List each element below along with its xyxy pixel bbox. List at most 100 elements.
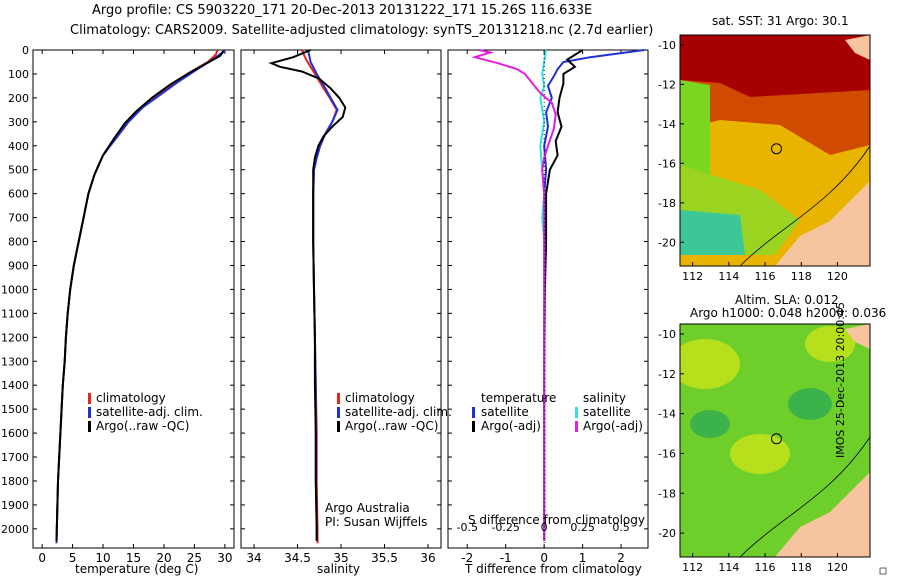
salinity-profile-xtick-label: 34 [246,551,261,565]
depth-tick-label: 500 [8,164,29,177]
depth-tick-label: 1600 [1,427,29,440]
temp-legend-swatch-argo [88,421,91,432]
sst-map-ytick-label: -10 [658,39,676,52]
difference-profile-xtick-label: 1 [579,551,587,565]
argo-australia-label: Argo Australia [325,501,410,515]
depth-tick-label: 1400 [1,379,29,392]
diff-legend-s-satellite: satellite [583,405,631,419]
sla-map-profile-marker [771,433,783,445]
series-s-argo-adj- [471,49,557,541]
sla-map-ytick-label: -10 [658,328,676,341]
sla-map-field [680,324,870,557]
sal-legend-satellite: satellite-adj. clim. [345,405,452,419]
salinity-profile-frame [240,49,442,549]
series-argo-raw-qc- [55,50,225,541]
temperature-profile-xtick-label: 0 [38,551,46,565]
sst-land-ne [845,35,870,60]
depth-tick-label: 700 [8,212,29,225]
temp-legend-satellite: satellite-adj. clim. [96,405,203,419]
difference-profile-xtick-label: 2 [617,551,625,565]
sla-blob-4 [788,388,832,420]
sal-legend-climatology: climatology [345,391,415,405]
difference-profile-xtick-label: -2 [461,551,473,565]
temperature-profile-xtick-label: 10 [95,551,110,565]
diff-top-tick-label: 0.25 [570,521,595,534]
sst-map-ytick-label: -16 [658,157,676,170]
diff-legend-s-argo: Argo(-adj) [583,419,643,433]
diff-top-tick-label: 0.5 [612,521,630,534]
panel-salinity-profile [240,49,442,549]
sst-map-ytick-label: -20 [658,236,676,249]
sst-map-ytick-label: -14 [658,118,676,131]
sst-map-profile-marker [771,143,783,155]
depth-tick-label: 1800 [1,475,29,488]
sst-map-xtick-label: 116 [755,270,776,283]
diff-legend-temperature-title: temperature [481,391,557,405]
panel-difference-profile [447,49,649,549]
diff-xlabel-top: S difference from climatology [468,513,645,527]
temperature-profile-xtick-label: 20 [156,551,171,565]
sla-land-south [775,472,870,557]
salinity-profile-xtick-label: 35 [333,551,348,565]
imos-credit: IMOS 25-Dec-2013 20:00:45 [834,302,847,458]
diff-legend-swatch-t-sat [472,407,475,418]
temp-xlabel: temperature (deg C) [75,562,199,576]
temp-legend-climatology: climatology [96,391,166,405]
sla-map-xtick-label: 116 [755,561,776,574]
diff-top-tick-label: -0.25 [491,521,519,534]
depth-tick-label: 400 [8,140,29,153]
sst-map-ytick-label: -18 [658,197,676,210]
temp-legend-swatch-sat [88,407,91,418]
sst-orange-zone [680,80,870,155]
temperature-profile-frame [32,49,235,549]
sal-xlabel: salinity [317,562,361,576]
diff-legend-swatch-t-argo [472,421,475,432]
depth-tick-label: 600 [8,188,29,201]
temp-legend-argo: Argo(..raw -QC) [96,419,190,433]
sla-map-title-line2: Argo h1000: 0.048 h2000: 0.036 [690,306,887,320]
sla-blob-2 [730,434,790,474]
salinity-profile-xtick-label: 35.5 [371,551,398,565]
depth-tick-label: 1700 [1,451,29,464]
sla-map-ytick-label: -20 [658,527,676,540]
sst-teal-sw [680,210,745,255]
sal-legend-swatch-argo [337,421,340,432]
panel-temperature-profile [32,49,235,549]
difference-profile-frame [447,49,649,549]
depth-tick-label: 1000 [1,283,29,296]
series-argo-raw-qc- [268,49,347,541]
difference-profile-xtick-label: -1 [500,551,512,565]
depth-tick-label: 1100 [1,307,29,320]
temperature-profile-xtick-label: 15 [126,551,141,565]
chart-title-line1: Argo profile: CS 5903220_171 20-Dec-2013… [92,3,593,18]
difference-profile-xtick-label: 0 [540,551,548,565]
diff-legend-salinity-title: salinity [583,391,627,405]
sst-map-ytick-label: -12 [658,78,676,91]
sst-map-xtick-label: 120 [827,270,848,283]
sla-land-ne [845,324,870,349]
sla-map-xtick-label: 114 [718,561,739,574]
sla-map-xtick-label: 112 [682,561,703,574]
diff-legend-swatch-s-sat [575,407,578,418]
depth-tick-label: 200 [8,92,29,105]
sla-map-ytick-label: -18 [658,487,676,500]
depth-tick-label: 1500 [1,403,29,416]
sla-map-title-line1: Altim. SLA: 0.012 [735,293,839,307]
sla-map-frame [679,323,871,558]
diff-top-tick-label: -0.5 [456,521,477,534]
sst-map-xtick-label: 118 [791,270,812,283]
sla-map-coastline [739,436,870,557]
temperature-profile-xtick-label: 30 [217,551,232,565]
sst-map [679,34,871,267]
depth-tick-label: 1300 [1,355,29,368]
sst-map-xtick-label: 112 [682,270,703,283]
depth-tick-label: 1200 [1,331,29,344]
sla-map-ytick-label: -14 [658,408,676,421]
imos-icon [879,567,887,575]
depth-tick-label: 900 [8,259,29,272]
sst-map-field [680,35,870,266]
pi-label: PI: Susan Wijffels [325,515,428,529]
sla-blob-3 [805,326,855,362]
sal-legend-swatch-clim [337,393,340,404]
